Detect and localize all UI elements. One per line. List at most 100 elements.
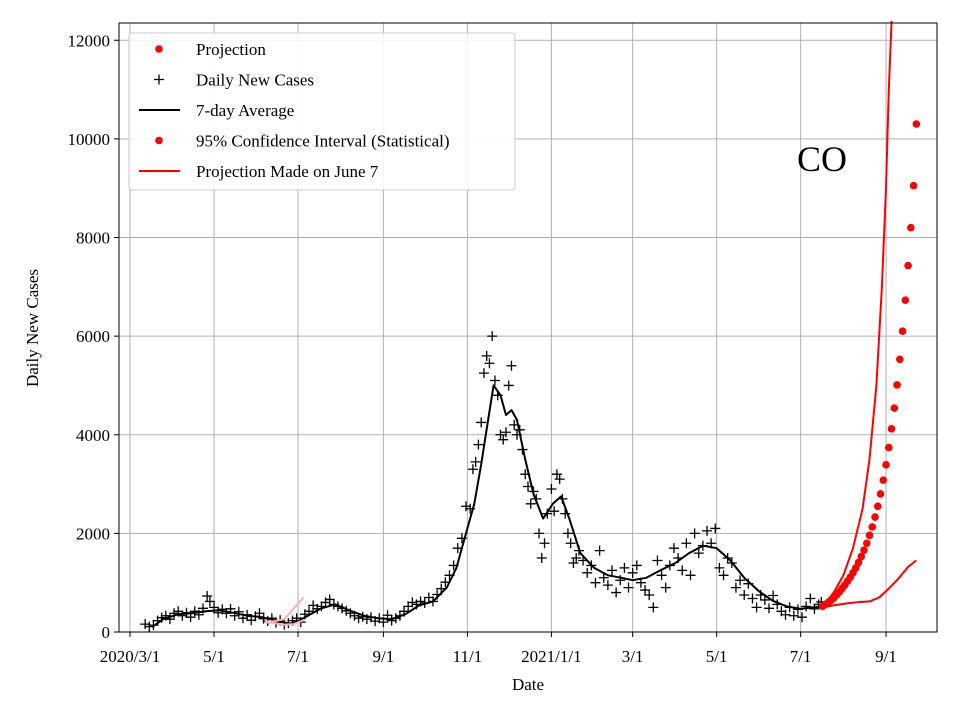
- daily-cases-point: [478, 368, 489, 379]
- daily-cases-point: [525, 498, 536, 509]
- daily-cases-point: [582, 567, 593, 578]
- daily-cases-point: [341, 605, 352, 616]
- projection-point: [854, 558, 863, 567]
- daily-cases-point: [407, 597, 418, 608]
- legend: Projection Daily New Cases 7-day Average 95…: [128, 32, 516, 191]
- daily-cases-point: [489, 375, 500, 386]
- legend-label-projection: Projection: [196, 40, 266, 59]
- daily-cases-point: [498, 434, 509, 445]
- projection-point: [907, 223, 915, 232]
- daily-cases-point: [668, 543, 679, 554]
- daily-cases-point: [399, 606, 410, 617]
- daily-cases-point: [578, 555, 589, 566]
- daily-cases-point: [710, 523, 721, 534]
- legend-label-7-day-average: 7-day Average: [196, 101, 294, 120]
- daily-cases-point: [718, 570, 729, 581]
- daily-cases-point: [242, 609, 253, 620]
- x-tick-label: 7/1: [287, 647, 309, 666]
- x-tick-label: 9/1: [875, 647, 897, 666]
- daily-cases-point: [685, 570, 696, 581]
- daily-cases-point: [470, 456, 481, 467]
- 95-confidence-interval-statistical-lower-line: [822, 559, 917, 609]
- daily-cases-point: [660, 582, 671, 593]
- daily-cases-point: [677, 565, 688, 576]
- daily-cases-point: [444, 570, 455, 581]
- y-tick-label: 4000: [76, 426, 110, 445]
- y-tick-label: 8000: [76, 229, 110, 248]
- daily-cases-point: [644, 590, 655, 601]
- chart-annotation: CO: [797, 139, 847, 179]
- daily-cases-point: [473, 439, 484, 450]
- daily-cases-point: [730, 582, 741, 593]
- daily-cases-point: [487, 331, 498, 342]
- daily-cases-point: [427, 596, 438, 607]
- x-tick-label: 3/1: [622, 647, 644, 666]
- daily-cases-point: [664, 560, 675, 571]
- daily-cases-point: [623, 582, 634, 593]
- daily-cases-point: [780, 609, 791, 620]
- daily-cases-point: [345, 608, 356, 619]
- daily-cases-point: [739, 590, 750, 601]
- daily-cases-point: [792, 604, 803, 615]
- daily-cases-point: [173, 606, 184, 617]
- daily-cases-point: [484, 358, 495, 369]
- daily-cases-point: [304, 606, 315, 617]
- daily-cases-point: [714, 562, 725, 573]
- projection-point: [890, 404, 899, 412]
- daily-cases-point: [164, 614, 175, 625]
- daily-cases-point: [801, 601, 812, 612]
- daily-cases-point: [202, 591, 213, 602]
- daily-cases-point: [386, 615, 397, 626]
- legend-marker-projection: [155, 45, 163, 53]
- daily-cases-point: [503, 380, 514, 391]
- daily-cases-point: [735, 575, 746, 586]
- x-tick-label: 11/1: [453, 647, 483, 666]
- daily-cases-point: [349, 610, 360, 621]
- daily-cases-point: [144, 621, 155, 632]
- daily-cases-point: [221, 608, 232, 619]
- x-axis-label: Date: [512, 675, 544, 694]
- daily-cases-point: [332, 601, 343, 612]
- daily-cases-point: [452, 543, 463, 554]
- daily-cases-point: [722, 553, 733, 564]
- daily-cases-point: [328, 599, 339, 610]
- daily-cases-point: [467, 464, 478, 475]
- daily-cases-point: [607, 565, 618, 576]
- daily-cases-point: [225, 603, 236, 614]
- projection-point: [882, 461, 890, 469]
- projection-point: [901, 296, 910, 304]
- x-tick-label: 2020/3/1: [100, 647, 160, 666]
- daily-cases-point: [514, 424, 525, 435]
- daily-cases-point: [602, 580, 613, 591]
- y-tick-label: 12000: [68, 31, 111, 50]
- legend-label-projection-made-on-june-7: Projection Made on June 7: [196, 162, 379, 181]
- daily-cases-point: [751, 602, 762, 613]
- daily-cases-point: [156, 612, 167, 623]
- daily-cases-point: [681, 538, 692, 549]
- daily-cases-point: [476, 417, 487, 428]
- daily-cases-point: [419, 597, 430, 608]
- daily-cases-point: [481, 350, 492, 361]
- projection-point: [912, 120, 921, 128]
- daily-cases-point: [554, 474, 565, 485]
- plot-frame: [118, 22, 938, 633]
- daily-cases-point: [571, 553, 582, 564]
- daily-cases-point: [193, 609, 204, 620]
- daily-cases-point: [283, 618, 294, 629]
- daily-cases-point: [546, 483, 557, 494]
- daily-cases-point: [378, 617, 389, 628]
- projection-made-on-june-7-lower-line: [264, 619, 304, 626]
- x-tick-label: 7/1: [790, 647, 812, 666]
- daily-cases-point: [549, 506, 560, 517]
- daily-cases-point: [140, 619, 151, 630]
- daily-cases-point: [337, 603, 348, 614]
- daily-cases-point: [759, 594, 770, 605]
- daily-cases-point: [436, 583, 447, 594]
- daily-cases-point: [465, 503, 476, 514]
- daily-cases-point: [697, 540, 708, 551]
- daily-cases-point: [648, 602, 659, 613]
- daily-cases-point: [562, 528, 573, 539]
- daily-cases-point: [557, 493, 568, 504]
